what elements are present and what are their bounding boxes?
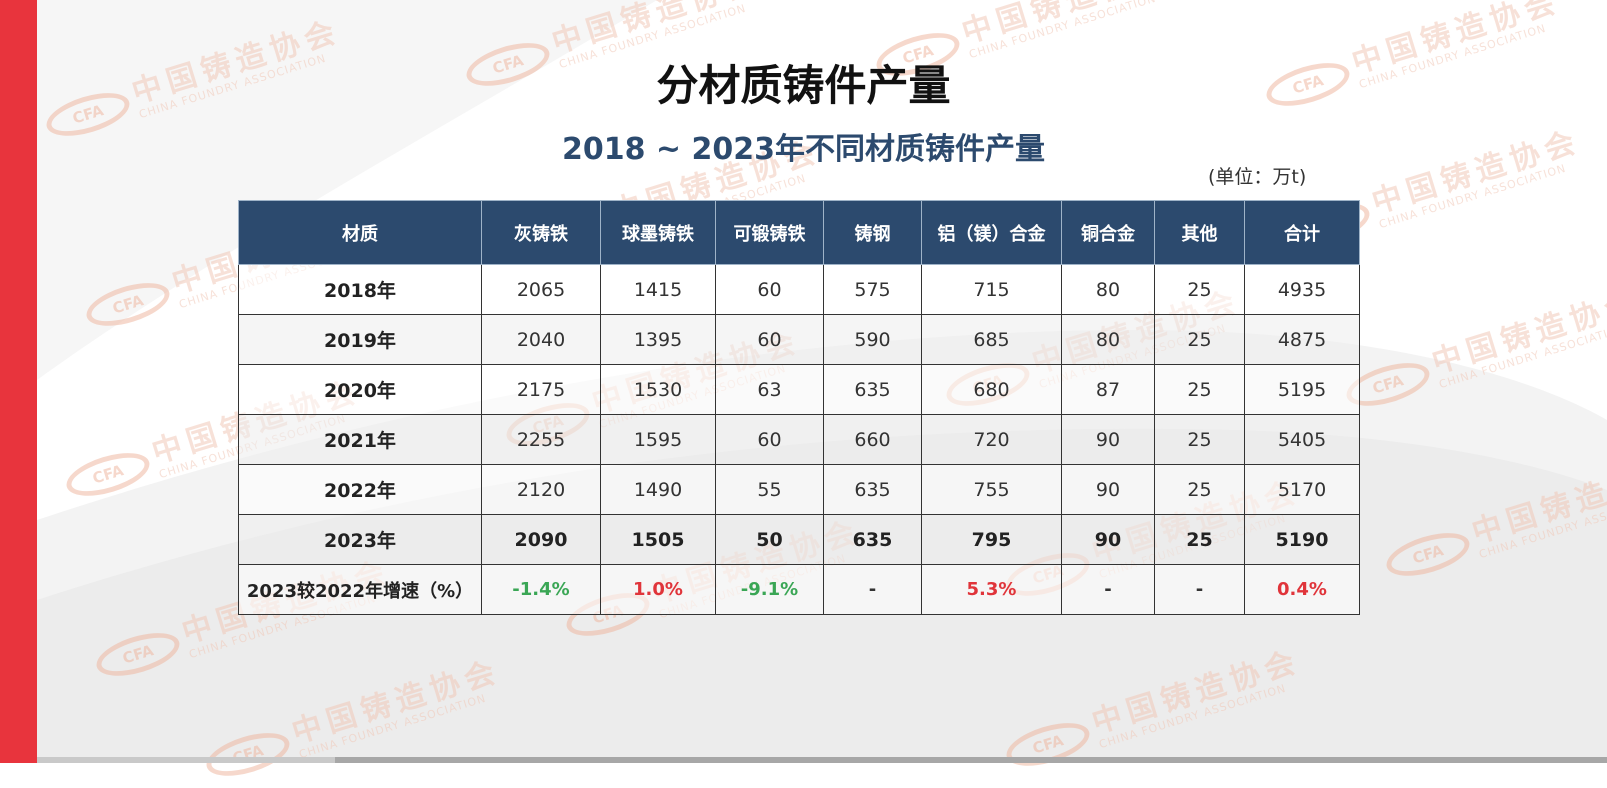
table-header-row: 材质 灰铸铁 球墨铸铁 可锻铸铁 铸钢 铝（镁）合金 铜合金 其他 合计 (238, 200, 1360, 265)
table-cell: 1595 (600, 414, 716, 465)
column-header: 合计 (1244, 200, 1360, 265)
table-cell: 63 (715, 364, 824, 415)
column-header: 铸钢 (823, 200, 922, 265)
production-table: 材质 灰铸铁 球墨铸铁 可锻铸铁 铸钢 铝（镁）合金 铜合金 其他 合计 2018年 2065 14… (238, 200, 1360, 615)
table-cell: 5170 (1244, 464, 1360, 515)
table-cell: 660 (823, 414, 922, 465)
table-cell: 25 (1154, 264, 1245, 315)
growth-cell: -9.1% (715, 564, 824, 615)
column-header: 灰铸铁 (481, 200, 601, 265)
table-cell: 60 (715, 414, 824, 465)
growth-cell: -1.4% (481, 564, 601, 615)
row-label: 2022年 (238, 464, 482, 515)
table-row: 2021年 2255 1595 60 660 720 90 25 5405 (238, 414, 1360, 465)
table-row: 2022年 2120 1490 55 635 755 90 25 5170 (238, 464, 1360, 515)
row-label: 2019年 (238, 314, 482, 365)
table-cell: 5190 (1244, 514, 1360, 565)
table-cell: 1505 (600, 514, 716, 565)
table-cell: 25 (1154, 464, 1245, 515)
page-title: 分材质铸件产量 (656, 61, 951, 110)
table-cell: 590 (823, 314, 922, 365)
table-cell: 2040 (481, 314, 601, 365)
table-cell: 685 (921, 314, 1062, 365)
table-cell: 25 (1154, 514, 1245, 565)
table-cell: 720 (921, 414, 1062, 465)
table-cell: 90 (1061, 514, 1155, 565)
row-label: 2020年 (238, 364, 482, 415)
growth-row: 2023较2022年增速（%） -1.4% 1.0% -9.1% -5.3% - -0.4% (238, 564, 1360, 615)
table-row: 2020年 2175 1530 63 635 680 87 25 5195 (238, 364, 1360, 415)
row-label: 2023年 (238, 514, 482, 565)
table-cell: 90 (1061, 414, 1155, 465)
table-cell: 1530 (600, 364, 716, 415)
growth-row-label: 2023较2022年增速（%） (238, 564, 482, 615)
table-cell: 4935 (1244, 264, 1360, 315)
table-cell: 2175 (481, 364, 601, 415)
growth-cell: 5.3% (921, 564, 1062, 615)
table-cell: 80 (1061, 314, 1155, 365)
table-cell: 575 (823, 264, 922, 315)
column-header: 铜合金 (1061, 200, 1155, 265)
column-header: 可锻铸铁 (715, 200, 824, 265)
table-cell: 25 (1154, 414, 1245, 465)
table-cell: 1415 (600, 264, 716, 315)
column-header: 其他 (1154, 200, 1245, 265)
column-header: 铝（镁）合金 (921, 200, 1062, 265)
growth-cell: - (823, 564, 922, 615)
table-row: 2023年 2090 1505 50 635 795 90 25 5190 (238, 514, 1360, 565)
column-header: 球墨铸铁 (600, 200, 716, 265)
table-cell: 5405 (1244, 414, 1360, 465)
table-cell: 87 (1061, 364, 1155, 415)
growth-cell: - (1154, 564, 1245, 615)
unit-note: (单位：万t) (1208, 166, 1307, 188)
table-cell: 4875 (1244, 314, 1360, 365)
growth-cell: 1.0% (600, 564, 716, 615)
table-cell: 680 (921, 364, 1062, 415)
table-cell: 5195 (1244, 364, 1360, 415)
table-cell: 1395 (600, 314, 716, 365)
table-cell: 25 (1154, 364, 1245, 415)
bottom-scroll-thumb (335, 757, 1607, 763)
row-label: 2021年 (238, 414, 482, 465)
table-cell: 25 (1154, 314, 1245, 365)
row-label: 2018年 (238, 264, 482, 315)
column-header: 材质 (238, 200, 482, 265)
table-cell: 2065 (481, 264, 601, 315)
table-cell: 2255 (481, 414, 601, 465)
table-cell: 635 (823, 464, 922, 515)
table-cell: 80 (1061, 264, 1155, 315)
table-cell: 715 (921, 264, 1062, 315)
growth-cell: 0.4% (1244, 564, 1360, 615)
table-cell: 795 (921, 514, 1062, 565)
table-cell: 635 (823, 514, 922, 565)
table-cell: 635 (823, 364, 922, 415)
growth-cell: - (1061, 564, 1155, 615)
table-cell: 755 (921, 464, 1062, 515)
table-row: 2018年 2065 1415 60 575 715 80 25 4935 (238, 264, 1360, 315)
left-accent-bar (0, 0, 37, 763)
table-cell: 90 (1061, 464, 1155, 515)
table-cell: 60 (715, 264, 824, 315)
table-cell: 2120 (481, 464, 601, 515)
table-cell: 2090 (481, 514, 601, 565)
table-subtitle: 2018 ~ 2023年不同材质铸件产量 (561, 132, 1046, 167)
table-row: 2019年 2040 1395 60 590 685 80 25 4875 (238, 314, 1360, 365)
table-cell: 1490 (600, 464, 716, 515)
table-cell: 50 (715, 514, 824, 565)
table-cell: 55 (715, 464, 824, 515)
table-cell: 60 (715, 314, 824, 365)
